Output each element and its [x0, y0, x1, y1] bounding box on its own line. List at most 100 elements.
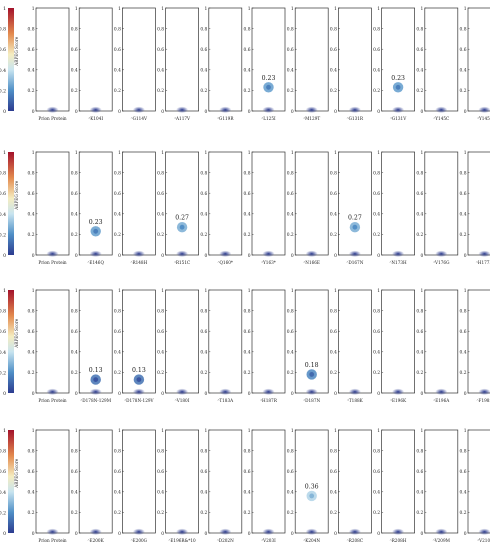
y-tick-label: 0.2 — [244, 233, 251, 238]
data-point-base — [132, 388, 145, 395]
y-tick-label: 0.8 — [114, 27, 121, 32]
y-tick-label: 0.6 — [287, 470, 294, 475]
y-tick-label: 1 — [377, 429, 380, 434]
data-point-base — [305, 528, 318, 535]
y-tick-label: 0.8 — [114, 309, 121, 314]
y-tick-label: 0.2 — [28, 89, 35, 94]
panel-frame — [35, 429, 70, 534]
y-tick-label: 0.2 — [71, 233, 78, 238]
y-tick-label: 0.6 — [287, 48, 294, 53]
y-tick-label: 0.4 — [157, 351, 164, 356]
data-point-core — [395, 84, 401, 90]
panel-frame — [165, 429, 199, 534]
panel: 0 0.2 0.4 0.6 0.8 1 ᴬR208C — [330, 429, 372, 543]
colorbar — [8, 290, 14, 393]
y-tick-label: 0.6 — [71, 48, 78, 53]
colorbar-tick-label: 0.4 — [0, 212, 6, 218]
panel-frame — [424, 151, 459, 256]
y-tick-label: 0.2 — [114, 233, 121, 238]
panel: 0 0.2 0.4 0.6 0.8 1 ᴬE196R&*10 — [157, 429, 199, 543]
y-tick-label: 0.2 — [200, 511, 207, 516]
category-label: ᴬE146Q — [87, 260, 105, 265]
panel-frame — [424, 289, 459, 394]
y-tick-label: 0.6 — [460, 48, 467, 53]
panel: 0 0.2 0.4 0.6 0.8 1 Prion Protein — [28, 7, 70, 121]
y-tick-label: 0 — [32, 392, 35, 397]
y-tick-label: 0.2 — [373, 89, 380, 94]
panel-frame — [35, 289, 70, 394]
category-label: ᴬD202N — [216, 538, 234, 543]
chart-row-4: 0 0.2 0.4 0.6 0.8 1 ARPEG Score 0 0.2 0.4 0.6 0.8 1 P… — [0, 428, 490, 543]
y-tick-label: 1 — [334, 7, 337, 12]
y-tick-label: 0.8 — [330, 171, 337, 176]
panel: 0 0.2 0.4 0.6 0.8 1 0.13 ᴬD178N-129M — [71, 289, 113, 403]
panel: 0 0.2 0.4 0.6 0.8 1 ᴬE200K — [71, 429, 113, 543]
y-tick-label: 0 — [248, 254, 251, 259]
panel-frame — [381, 151, 415, 256]
data-point-base — [46, 528, 59, 535]
panel: 0 0.2 0.4 0.6 0.8 1 ᴬV203I — [244, 429, 286, 543]
y-tick-label: 0.8 — [200, 171, 207, 176]
y-tick-label: 0.4 — [28, 69, 35, 74]
y-tick-label: 0.4 — [373, 69, 380, 74]
y-tick-label: 0.8 — [71, 171, 78, 176]
y-tick-label: 0 — [118, 110, 121, 115]
data-point-base — [132, 106, 145, 114]
panel-frame — [208, 7, 243, 112]
category-label: ᴬQ160* — [217, 260, 234, 265]
y-tick-label: 1 — [118, 7, 121, 12]
y-tick-label: 0.4 — [460, 351, 467, 356]
panel-frame — [424, 429, 459, 534]
data-point-base — [89, 528, 102, 535]
y-tick-label: 1 — [32, 151, 35, 156]
y-tick-label: 0 — [32, 532, 35, 537]
category-label: ᴬG114V — [130, 116, 148, 121]
panel: 0 0.2 0.4 0.6 0.8 1 ᴬY145C — [416, 7, 459, 121]
data-point-base — [435, 528, 448, 535]
category-label: ᴬV210I — [476, 538, 490, 543]
y-tick-label: 0.6 — [330, 470, 337, 475]
y-tick-label: 0.8 — [373, 171, 380, 176]
y-tick-label: 0 — [421, 392, 424, 397]
y-tick-label: 0.8 — [330, 449, 337, 454]
y-tick-label: 1 — [464, 289, 467, 294]
y-tick-label: 0.4 — [287, 69, 294, 74]
panel-frame — [35, 151, 70, 256]
category-label: ᴬT183A — [216, 398, 234, 403]
y-tick-label: 0.8 — [287, 27, 294, 32]
panel-frame — [78, 151, 113, 256]
data-point-base — [478, 250, 490, 257]
y-tick-label: 1 — [464, 7, 467, 12]
y-tick-label: 0.2 — [157, 233, 164, 238]
y-tick-label: 0.6 — [373, 470, 380, 475]
colorbar-tick-label: 0 — [3, 253, 6, 259]
y-tick-label: 1 — [464, 151, 467, 156]
y-tick-label: 1 — [161, 429, 164, 434]
colorbar-tick-label: 0.6 — [0, 329, 6, 335]
y-tick-label: 0 — [248, 110, 251, 115]
data-point-base — [46, 250, 59, 257]
y-tick-label: 0.6 — [460, 470, 467, 475]
y-tick-label: 0 — [464, 110, 467, 115]
data-point-base — [89, 106, 102, 114]
panel: 0 0.2 0.4 0.6 0.8 1 Prion Protein — [28, 429, 70, 543]
panel: 0 0.2 0.4 0.6 0.8 1 ᴬR208H — [373, 429, 415, 543]
y-tick-label: 0 — [334, 392, 337, 397]
y-tick-label: 0.6 — [114, 48, 121, 53]
colorbar-label: ARPEG Score — [14, 36, 19, 66]
category-label: ᴬH177N — [475, 260, 490, 265]
y-tick-label: 1 — [118, 289, 121, 294]
y-tick-label: 0.8 — [71, 309, 78, 314]
y-tick-label: 1 — [377, 289, 380, 294]
y-tick-label: 1 — [32, 289, 35, 294]
y-tick-label: 1 — [421, 429, 424, 434]
panel: 0 0.2 0.4 0.6 0.8 1 ᴬV209M — [416, 429, 459, 543]
colorbar-tick-label: 0.4 — [0, 490, 6, 496]
y-tick-label: 0.6 — [200, 192, 207, 197]
y-tick-label: 0.6 — [114, 330, 121, 335]
y-tick-label: 1 — [248, 7, 251, 12]
panel-frame — [338, 7, 372, 112]
y-tick-label: 0.6 — [114, 192, 121, 197]
category-label: ᴬR208H — [389, 538, 407, 543]
y-tick-label: 0 — [205, 392, 208, 397]
